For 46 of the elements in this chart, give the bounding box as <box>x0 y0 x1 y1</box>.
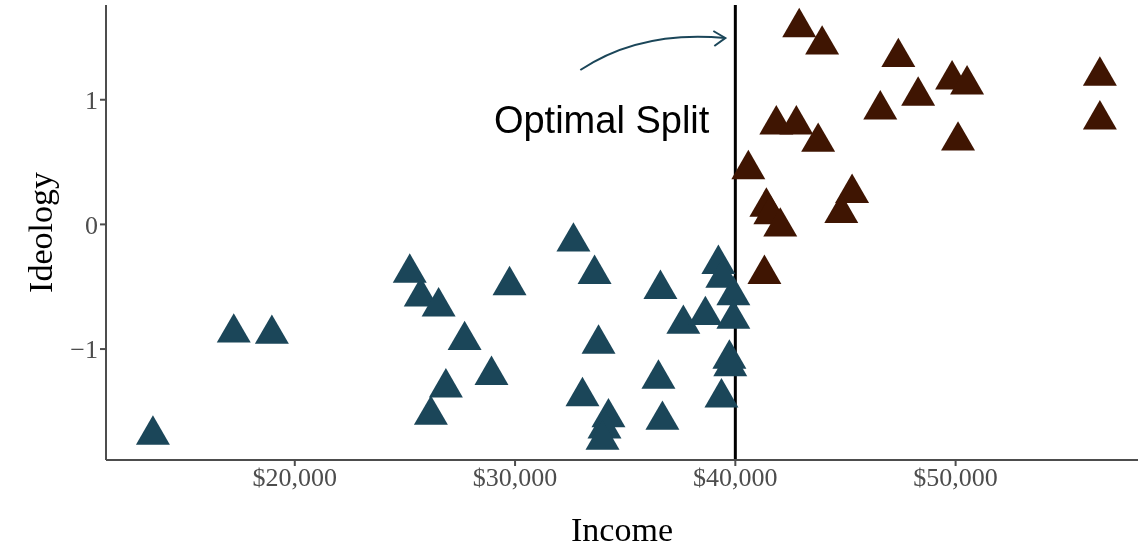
x-tick-label: $20,000 <box>252 463 338 493</box>
point <box>428 368 463 398</box>
point <box>901 76 936 106</box>
point <box>779 104 814 135</box>
point <box>254 314 289 344</box>
point <box>577 254 612 284</box>
point <box>881 37 916 68</box>
point <box>863 90 898 120</box>
annotation: Optimal Split <box>493 99 710 141</box>
x-tick-label: $30,000 <box>472 463 558 493</box>
point <box>835 173 870 203</box>
y-tick-label: 1 <box>85 85 98 115</box>
point <box>392 253 427 283</box>
y-tick-label: −1 <box>70 335 98 365</box>
point <box>805 25 840 55</box>
x-axis-title: Income <box>571 511 673 543</box>
y-axis-title: Ideology <box>22 172 60 293</box>
point <box>645 400 680 430</box>
y-tick-label: 0 <box>85 210 98 240</box>
point <box>941 121 976 151</box>
point <box>782 7 817 38</box>
point <box>747 254 782 284</box>
point <box>421 286 456 317</box>
point <box>581 324 616 354</box>
point <box>556 222 591 252</box>
point <box>643 269 678 299</box>
x-tick-label: $50,000 <box>913 463 998 493</box>
point <box>1082 56 1117 86</box>
point <box>688 295 723 326</box>
point <box>492 265 527 296</box>
point <box>565 376 600 407</box>
point <box>447 320 482 351</box>
point <box>666 304 701 334</box>
point <box>801 122 836 152</box>
point <box>413 395 448 425</box>
point <box>704 377 739 408</box>
point <box>135 415 170 445</box>
point <box>763 207 798 237</box>
point <box>950 65 985 95</box>
point <box>1082 99 1117 130</box>
point <box>474 355 509 385</box>
x-tick-label: $40,000 <box>693 463 778 493</box>
point <box>641 359 676 389</box>
point <box>216 313 251 343</box>
point <box>716 275 751 306</box>
point <box>731 149 766 180</box>
